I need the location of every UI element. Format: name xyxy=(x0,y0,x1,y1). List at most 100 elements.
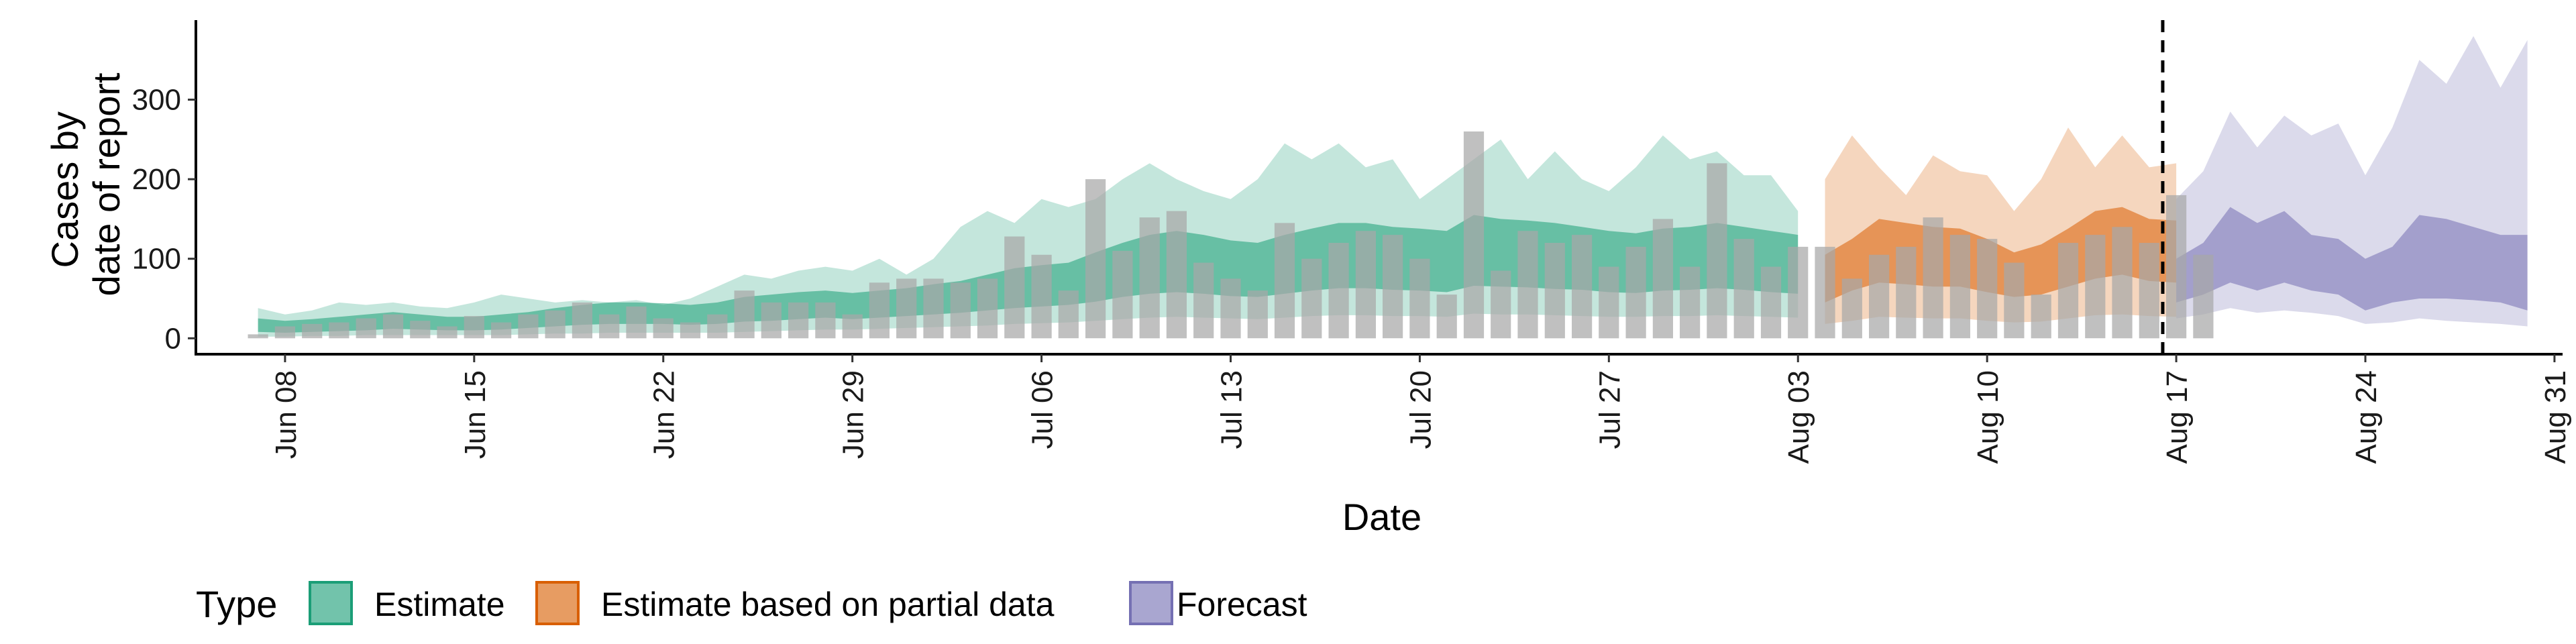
case-bar xyxy=(1841,278,1862,339)
case-bar xyxy=(1112,250,1133,339)
y-tick-label: 200 xyxy=(132,163,181,196)
legend-title: Type xyxy=(196,583,277,625)
case-bar xyxy=(2166,195,2187,339)
x-tick-label: Jul 20 xyxy=(1404,370,1437,449)
case-bar xyxy=(1085,179,1106,339)
case-bar xyxy=(2139,243,2159,339)
case-bar xyxy=(2031,294,2051,339)
case-bar xyxy=(950,282,971,339)
x-tick-label: Aug 17 xyxy=(2161,370,2194,464)
y-axis-ticks: 0 100 200 300 xyxy=(132,84,196,355)
x-tick-label: Jul 13 xyxy=(1216,370,1248,449)
case-bar xyxy=(437,326,458,339)
case-bar xyxy=(1274,223,1295,339)
case-bar xyxy=(1301,258,1322,339)
x-tick-label: Jun 22 xyxy=(648,370,681,459)
case-bar xyxy=(356,318,376,339)
y-tick-label: 300 xyxy=(132,84,181,117)
case-bar xyxy=(1680,266,1701,339)
case-bar xyxy=(274,326,295,339)
case-bar xyxy=(977,278,998,339)
case-bar xyxy=(842,314,863,339)
case-bar xyxy=(1788,246,1809,339)
case-bar xyxy=(707,314,728,339)
legend-swatch-estimate xyxy=(309,581,353,625)
x-axis-ticks: Jun 08 Jun 15 Jun 22 Jun 29 Jul 06 Jul 13 Jul … xyxy=(270,354,2572,464)
case-bar xyxy=(410,321,431,339)
case-bar xyxy=(1166,211,1187,339)
case-bar xyxy=(1923,217,1943,339)
x-tick-label: Jun 08 xyxy=(270,370,303,459)
case-bar xyxy=(2004,262,2025,339)
x-tick-label: Aug 10 xyxy=(1972,370,2004,464)
x-tick-label: Jun 29 xyxy=(837,370,870,459)
y-axis-title-line-2: date of report xyxy=(85,72,127,297)
case-bar xyxy=(815,302,836,339)
case-bar xyxy=(1463,131,1485,339)
case-bar xyxy=(1004,236,1025,339)
x-axis-title: Date xyxy=(1342,496,1421,538)
y-tick-label: 100 xyxy=(132,243,181,276)
y-tick-label: 0 xyxy=(165,322,181,355)
case-bar xyxy=(491,322,512,339)
case-bar xyxy=(2057,243,2079,339)
case-bar xyxy=(2085,235,2106,339)
case-bar xyxy=(1058,290,1079,339)
case-bar xyxy=(1599,266,1619,339)
x-tick-label: Aug 03 xyxy=(1782,370,1815,464)
case-bar xyxy=(1193,262,1214,339)
case-bar xyxy=(1220,278,1241,339)
case-bar xyxy=(1031,254,1052,339)
case-bar xyxy=(1707,163,1727,339)
legend-swatch-partial xyxy=(535,581,580,625)
case-bar xyxy=(545,310,566,339)
legend: Type Estimate Estimate based on partial … xyxy=(196,581,1307,625)
case-bar xyxy=(464,316,484,339)
reported-case-bars xyxy=(248,131,2214,339)
case-bar xyxy=(1544,243,1565,339)
case-bar xyxy=(869,282,890,339)
case-bar xyxy=(761,302,782,339)
x-tick-label: Aug 24 xyxy=(2350,370,2383,464)
y-axis-title-line-1: Cases by xyxy=(44,111,86,268)
case-bar xyxy=(1491,270,1511,339)
case-bar xyxy=(896,278,917,339)
x-tick-label: Aug 31 xyxy=(2539,370,2572,464)
case-bar xyxy=(518,314,539,339)
case-bar xyxy=(1869,254,1890,339)
case-bar xyxy=(1733,239,1754,339)
case-bar xyxy=(1139,217,1160,339)
case-bar xyxy=(734,290,755,339)
case-bar xyxy=(1328,243,1349,339)
y-axis-title: Cases by date of report xyxy=(44,72,127,297)
case-bar xyxy=(599,314,620,339)
axes xyxy=(195,20,2563,356)
case-bar xyxy=(626,306,647,339)
case-bar xyxy=(1652,219,1673,339)
case-bar xyxy=(572,302,592,339)
legend-label-forecast: Forecast xyxy=(1177,586,1307,623)
case-bar xyxy=(1896,246,1917,339)
case-bar xyxy=(1355,231,1376,339)
legend-label-estimate: Estimate xyxy=(374,586,505,623)
case-bar xyxy=(680,322,701,339)
x-tick-label: Jun 15 xyxy=(459,370,492,459)
case-bar xyxy=(2112,227,2133,339)
case-bar xyxy=(1247,290,1268,339)
estimate-band-50 xyxy=(258,215,1799,333)
x-tick-label: Jul 06 xyxy=(1026,370,1059,449)
legend-swatch-forecast xyxy=(1129,581,1173,625)
legend-label-partial: Estimate based on partial data xyxy=(601,586,1055,623)
case-bar xyxy=(788,302,809,339)
x-tick-label: Jul 27 xyxy=(1593,370,1626,449)
case-bar xyxy=(1436,294,1457,339)
case-bar xyxy=(1383,235,1403,339)
case-bar xyxy=(1949,235,1970,339)
case-bar xyxy=(1572,235,1593,339)
forecast-band-50 xyxy=(2176,207,2528,311)
case-bar xyxy=(1977,239,1998,339)
case-bar xyxy=(329,322,350,339)
case-bar xyxy=(1517,231,1538,339)
case-bar xyxy=(653,318,674,339)
